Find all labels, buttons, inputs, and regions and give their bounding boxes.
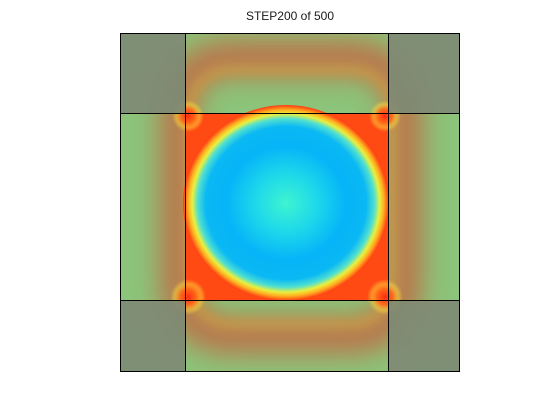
grid-lines bbox=[120, 33, 460, 372]
corner-block-top-right bbox=[388, 33, 460, 113]
central-disk bbox=[183, 105, 389, 301]
corner-block-bottom-left bbox=[120, 300, 185, 372]
corner-block-bottom-right bbox=[388, 300, 460, 372]
plot-area bbox=[120, 33, 460, 372]
corner-block-top-left bbox=[120, 33, 185, 113]
axes-frame bbox=[120, 33, 460, 372]
warm-halo-ring bbox=[161, 41, 421, 353]
plot-title: STEP200 of 500 bbox=[245, 9, 335, 23]
